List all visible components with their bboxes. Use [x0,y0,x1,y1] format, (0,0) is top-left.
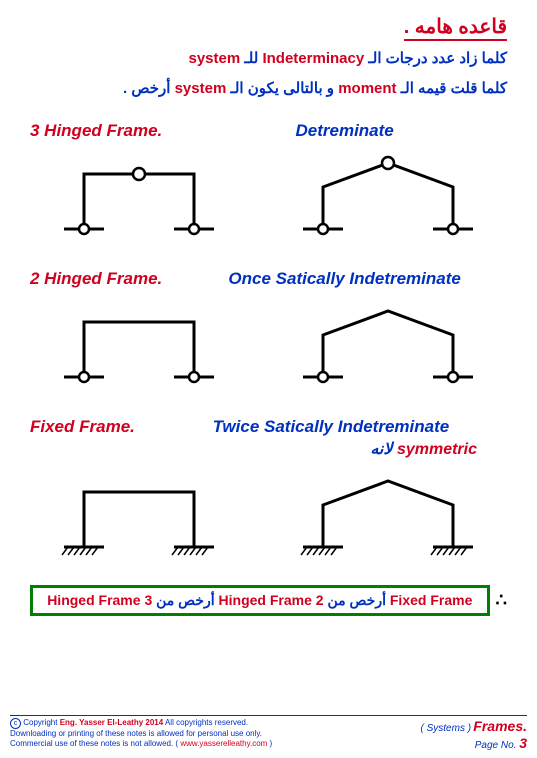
footer-frames: Frames. [473,718,527,734]
footer-c1: Copyright [23,718,59,727]
footer-left: c Copyright Eng. Yasser El-Leathy 2014 A… [10,718,272,752]
sum-t1: Fixed Frame [390,592,472,608]
summary-box: Fixed Frame أرخص من 2 Hinged Frame أرخص … [30,585,490,616]
row2-right-label: Once Satically Indetreminate [182,269,507,289]
rule1-part1: كلما زاد عدد درجات الـ [364,50,507,67]
footer-url: www.yasserelleathy.com [180,739,267,748]
sum-t3: 3 Hinged Frame [47,592,152,608]
rule2-key2: system [175,80,227,97]
copyright-icon: c [10,718,21,729]
footer-l3a: Commercial use of these notes is not all… [10,739,180,748]
sum-a1: أرخص من [324,592,386,608]
row-3hinged: 3 Hinged Frame. Detreminate [20,121,517,249]
rule2-part3: أرخص . [123,80,170,97]
row1-left-label: 3 Hinged Frame. [30,121,162,141]
rule2-part1: كلما قلت قيمه الـ [401,80,507,97]
footer-systems: ( Systems ) [421,723,472,734]
footer-right: ( Systems ) Frames. Page No. 3 [421,718,528,752]
diagram-3hinged-flat [44,149,234,249]
footer-l3b: ) [270,739,273,748]
sum-t2: 2 Hinged Frame [219,592,324,608]
rule-line-2: كلما قلت قيمه الـ moment و بالتالى يكون … [30,77,507,101]
diagram-2hinged-flat [44,297,234,397]
diagram-fixed-flat [44,467,234,567]
symmetric-note: لانه symmetric [20,439,517,459]
row-2hinged: 2 Hinged Frame. Once Satically Indetremi… [20,269,517,397]
diagram-2hinged-gable [283,297,493,397]
row1-right-label: Detreminate [182,121,507,141]
diagram-fixed-gable [283,467,493,567]
footer-eng: Eng. Yasser El-Leathy 2014 [60,718,163,727]
rule1-key1: Indeterminacy [262,50,364,67]
rule2-key1: moment [338,80,396,97]
rule-title: قاعده هامه . [404,14,507,41]
sum-a2: أرخص من [152,592,214,608]
footer-l2: Downloading or printing of these notes i… [10,729,262,738]
rule-line-1: كلما زاد عدد درجات الـ Indeterminacy للـ… [30,47,507,71]
row3-left-label: Fixed Frame. [30,417,135,437]
therefore-symbol: ∴ [496,590,507,611]
sym-en: symmetric [397,441,477,458]
sym-ar: لانه [370,441,397,458]
footer-page-label: Page No. [475,740,519,751]
rule1-part2: للـ [240,50,258,67]
rule1-key2: system [188,50,240,67]
footer-c2: All copyrights reserved. [165,718,248,727]
footer-page-no: 3 [519,735,527,751]
rule2-part2: و بالتالى يكون الـ [226,80,334,97]
row2-left-label: 2 Hinged Frame. [30,269,162,289]
diagram-3hinged-gable [283,149,493,249]
page-footer: c Copyright Eng. Yasser El-Leathy 2014 A… [10,715,527,752]
page-root: قاعده هامه . كلما زاد عدد درجات الـ Inde… [0,0,537,758]
row3-right-label: Twice Satically Indetreminate [155,417,507,437]
row-fixed: Fixed Frame. Twice Satically Indetremina… [20,417,517,567]
